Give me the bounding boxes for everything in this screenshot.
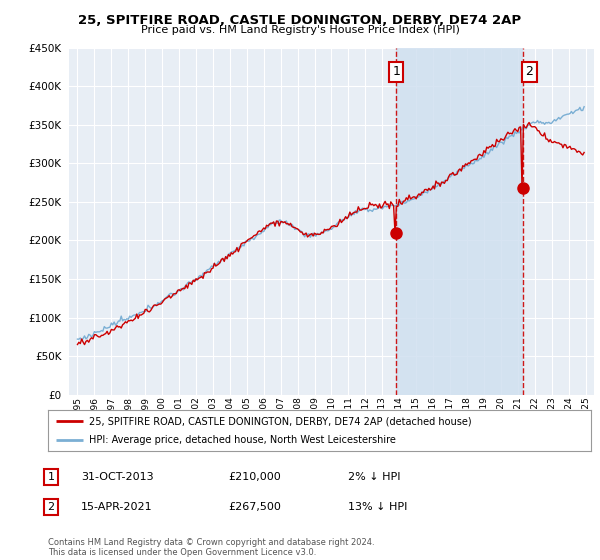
Text: 13% ↓ HPI: 13% ↓ HPI bbox=[348, 502, 407, 512]
Text: 31-OCT-2013: 31-OCT-2013 bbox=[81, 472, 154, 482]
Bar bbox=[397, 48, 523, 395]
Text: 25, SPITFIRE ROAD, CASTLE DONINGTON, DERBY, DE74 2AP (detached house): 25, SPITFIRE ROAD, CASTLE DONINGTON, DER… bbox=[89, 417, 472, 426]
Text: HPI: Average price, detached house, North West Leicestershire: HPI: Average price, detached house, Nort… bbox=[89, 435, 395, 445]
Text: Price paid vs. HM Land Registry's House Price Index (HPI): Price paid vs. HM Land Registry's House … bbox=[140, 25, 460, 35]
Text: 25, SPITFIRE ROAD, CASTLE DONINGTON, DERBY, DE74 2AP: 25, SPITFIRE ROAD, CASTLE DONINGTON, DER… bbox=[79, 14, 521, 27]
Text: 1: 1 bbox=[47, 472, 55, 482]
Text: Contains HM Land Registry data © Crown copyright and database right 2024.
This d: Contains HM Land Registry data © Crown c… bbox=[48, 538, 374, 557]
Text: 15-APR-2021: 15-APR-2021 bbox=[81, 502, 152, 512]
Text: £267,500: £267,500 bbox=[228, 502, 281, 512]
Text: 1: 1 bbox=[392, 66, 400, 78]
Text: 2% ↓ HPI: 2% ↓ HPI bbox=[348, 472, 401, 482]
Text: 2: 2 bbox=[526, 66, 533, 78]
Text: 2: 2 bbox=[47, 502, 55, 512]
Text: £210,000: £210,000 bbox=[228, 472, 281, 482]
